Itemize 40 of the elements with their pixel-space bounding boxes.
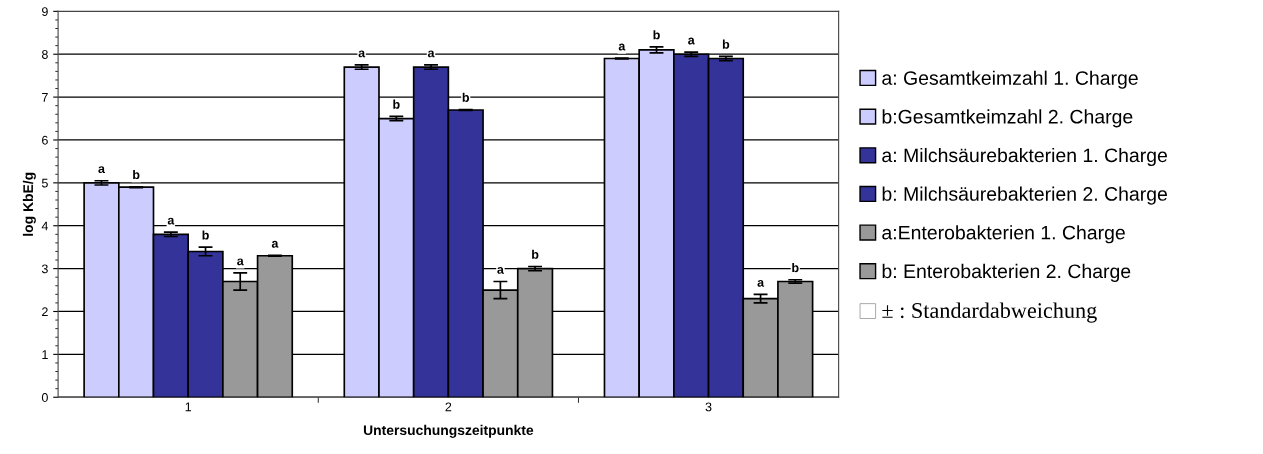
legend-label: b: Enterobakterien 2. Charge <box>882 263 1131 282</box>
x-tick-label: 3 <box>705 402 712 412</box>
data-label: a <box>618 43 626 51</box>
y-tick-label: 0 <box>41 393 48 402</box>
data-label: b <box>393 99 400 109</box>
legend-label: a: Gesamtkeimzahl 1. Charge <box>882 70 1138 89</box>
data-label: b <box>462 92 470 102</box>
y-tick-label: 5 <box>41 178 48 188</box>
data-label: b <box>133 169 140 180</box>
legend-label: a:Enterobakterien 1. Charge <box>882 225 1125 244</box>
data-label: b <box>722 39 730 49</box>
data-label: b <box>653 30 660 40</box>
y-axis-title: log KbE/g <box>22 172 36 236</box>
y-tick-label: 8 <box>41 50 48 59</box>
data-label: a <box>358 50 366 58</box>
data-label: a <box>427 50 435 58</box>
data-label: b <box>202 230 209 240</box>
data-label: b <box>792 262 799 273</box>
x-axis-title: Untersuchungszeitpunkte <box>363 424 534 438</box>
y-tick-label: 7 <box>42 93 48 102</box>
y-tick-label: 1 <box>42 350 48 359</box>
text: ± : Standardabweichung <box>882 302 1097 323</box>
data-label: a <box>167 217 175 225</box>
data-label: a <box>497 267 504 274</box>
data-label: a <box>688 37 695 45</box>
data-label: a <box>237 258 244 266</box>
y-tick-label: 9 <box>42 7 48 16</box>
y-tick-label: 2 <box>42 307 48 317</box>
y-tick-label: 3 <box>41 264 48 274</box>
legend-label: a: Milchsäurebakterien 1. Charge <box>882 147 1167 167</box>
data-label: a <box>271 240 279 248</box>
y-tick-label: 4 <box>41 221 49 231</box>
x-tick-label: 2 <box>445 402 452 412</box>
legend-label: b: Milchsäurebakterien 2. Charge <box>882 186 1167 205</box>
y-tick-label: 6 <box>42 135 48 145</box>
data-label: b <box>532 249 539 259</box>
data-label: a <box>98 166 106 174</box>
data-label: a <box>757 279 765 287</box>
x-tick-label: 1 <box>185 402 192 412</box>
legend-label: b:Gesamtkeimzahl 2. Charge <box>882 109 1133 128</box>
